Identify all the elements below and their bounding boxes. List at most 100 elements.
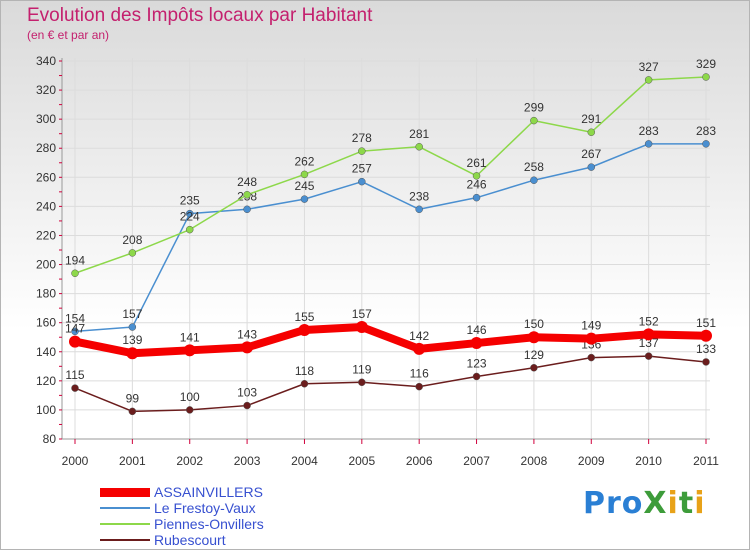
data-label-piennes-onvillers: 278 [352, 131, 372, 145]
data-point-assainvillers [241, 341, 254, 354]
x-tick-label: 2000 [62, 454, 89, 468]
data-label-assainvillers: 152 [639, 314, 659, 328]
data-point-le-frestoy-vaux [358, 177, 366, 186]
data-point-rubescourt [472, 372, 481, 381]
data-label-rubescourt: 115 [65, 368, 84, 382]
y-tick-label: 300 [36, 112, 56, 126]
chart-title: Evolution des Impôts locaux par Habitant [27, 5, 373, 26]
x-tick-label: 2010 [635, 454, 662, 468]
y-tick-label: 200 [36, 258, 56, 272]
x-tick-label: 2004 [291, 454, 318, 468]
data-label-le-frestoy-vaux: 267 [581, 147, 601, 161]
y-tick-label: 280 [36, 141, 56, 155]
data-label-piennes-onvillers: 248 [237, 175, 257, 189]
series-line-assainvillers [71, 323, 710, 358]
data-point-rubescourt [415, 382, 423, 391]
series-line-rubescourt [74, 355, 707, 413]
data-point-assainvillers [298, 323, 311, 336]
chart-subtitle: (en € et par an) [27, 28, 110, 42]
data-label-assainvillers: 150 [524, 317, 544, 331]
data-label-le-frestoy-vaux: 283 [696, 124, 716, 138]
data-label-piennes-onvillers: 194 [65, 253, 85, 267]
data-point-le-frestoy-vaux [128, 323, 137, 331]
y-tick-label: 120 [36, 374, 56, 388]
data-label-rubescourt: 123 [467, 356, 487, 370]
data-label-rubescourt: 137 [639, 336, 659, 350]
data-point-rubescourt [644, 352, 653, 360]
x-tick-label: 2007 [463, 454, 490, 468]
legend-label: Rubescourt [154, 532, 226, 548]
data-point-assainvillers [413, 342, 426, 355]
data-label-assainvillers: 142 [409, 329, 429, 343]
y-tick-label: 220 [36, 228, 56, 242]
data-label-assainvillers: 149 [581, 319, 601, 333]
data-point-le-frestoy-vaux [702, 140, 710, 148]
legend-swatch [100, 523, 150, 525]
y-tick-label: 180 [36, 287, 56, 301]
data-point-le-frestoy-vaux [243, 205, 251, 214]
data-point-piennes-onvillers [415, 143, 423, 151]
data-label-assainvillers: 151 [696, 316, 716, 330]
y-tick-label: 340 [36, 54, 56, 68]
y-tick-label: 160 [36, 316, 56, 330]
data-label-rubescourt: 103 [237, 386, 257, 400]
y-tick-label: 320 [36, 83, 56, 97]
data-point-piennes-onvillers [530, 116, 538, 125]
data-point-rubescourt [243, 401, 251, 410]
data-point-le-frestoy-vaux [472, 193, 481, 202]
y-tick-label: 260 [36, 170, 56, 184]
data-point-assainvillers [69, 335, 81, 348]
data-point-assainvillers [700, 329, 712, 342]
data-point-rubescourt [185, 406, 194, 414]
data-point-le-frestoy-vaux [71, 327, 79, 336]
data-point-assainvillers [585, 332, 598, 345]
data-label-le-frestoy-vaux: 257 [352, 162, 372, 176]
legend-label: Le Frestoy-Vaux [154, 500, 256, 516]
data-point-piennes-onvillers [243, 191, 251, 199]
legend-swatch [100, 488, 150, 497]
data-point-assainvillers [527, 331, 540, 344]
y-tick-label: 140 [36, 345, 56, 359]
data-label-assainvillers: 147 [65, 322, 85, 336]
x-tick-label: 2009 [578, 454, 605, 468]
data-label-rubescourt: 119 [352, 362, 371, 376]
data-label-piennes-onvillers: 329 [696, 57, 716, 71]
x-tick-label: 2003 [234, 454, 261, 468]
data-label-le-frestoy-vaux: 258 [524, 160, 544, 174]
data-point-piennes-onvillers [300, 170, 309, 179]
series-line-piennes-onvillers [74, 76, 707, 275]
data-label-piennes-onvillers: 262 [294, 154, 314, 168]
data-point-piennes-onvillers [587, 128, 596, 136]
data-label-assainvillers: 143 [237, 327, 257, 341]
data-point-piennes-onvillers [472, 172, 481, 180]
data-point-le-frestoy-vaux [300, 195, 309, 203]
data-label-le-frestoy-vaux: 235 [180, 194, 200, 208]
data-label-assainvillers: 157 [352, 307, 372, 321]
data-label-rubescourt: 100 [180, 390, 200, 404]
data-point-le-frestoy-vaux [587, 163, 596, 171]
data-label-assainvillers: 139 [122, 333, 142, 347]
legend-swatch [100, 507, 150, 509]
data-point-assainvillers [470, 337, 483, 350]
x-tick-label: 2002 [176, 454, 203, 468]
data-point-le-frestoy-vaux [415, 205, 423, 214]
data-label-rubescourt: 99 [126, 391, 140, 405]
y-tick-label: 100 [36, 403, 56, 417]
data-point-rubescourt [300, 380, 309, 388]
data-label-le-frestoy-vaux: 246 [467, 178, 487, 192]
data-label-assainvillers: 155 [294, 310, 314, 324]
data-label-rubescourt: 116 [410, 367, 429, 381]
legend-swatch [100, 539, 150, 541]
data-point-piennes-onvillers [185, 225, 194, 234]
data-label-piennes-onvillers: 281 [409, 127, 429, 141]
data-point-rubescourt [128, 407, 137, 416]
x-tick-label: 2005 [348, 454, 375, 468]
data-label-le-frestoy-vaux: 154 [65, 311, 85, 325]
data-label-piennes-onvillers: 208 [122, 233, 142, 247]
x-tick-label: 2011 [693, 454, 719, 468]
data-point-piennes-onvillers [644, 76, 653, 84]
data-label-le-frestoy-vaux: 245 [294, 179, 314, 193]
data-label-piennes-onvillers: 299 [524, 101, 544, 115]
data-point-le-frestoy-vaux [644, 140, 653, 148]
